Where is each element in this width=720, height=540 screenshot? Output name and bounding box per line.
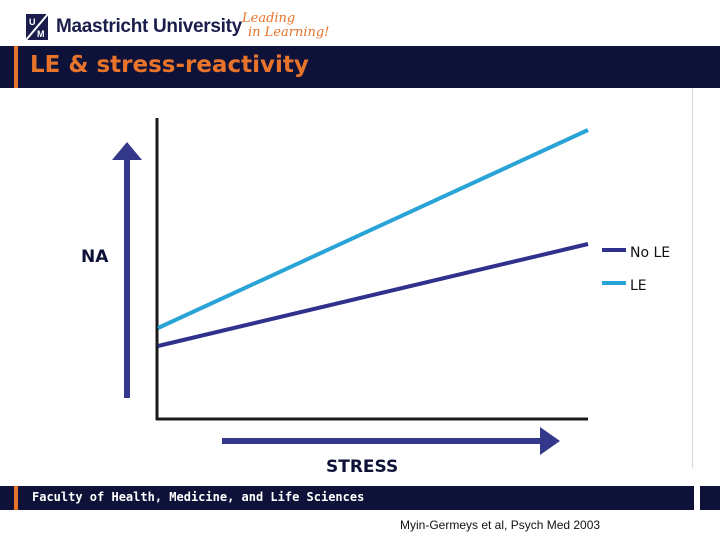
footer-accent	[14, 486, 18, 510]
logo-tagline: Leading in Learning!	[240, 8, 340, 48]
title-bar: LE & stress-reactivity	[0, 46, 720, 88]
university-name: Maastricht University	[56, 16, 242, 37]
citation: Myin-Germeys et al, Psych Med 2003	[400, 518, 601, 532]
um-logo-letter-u: U	[29, 17, 36, 27]
slide-title: LE & stress-reactivity	[30, 52, 309, 78]
series-line-no-le	[157, 242, 589, 348]
x-arrow	[222, 427, 560, 455]
x-arrow-head	[540, 427, 560, 455]
university-logo: U M Maastricht University Leading in Lea…	[25, 12, 329, 42]
um-logo-icon: U M	[25, 13, 49, 41]
y-axis-label: NA	[81, 247, 109, 267]
title-accent	[14, 46, 18, 88]
legend-label-le: LE	[630, 278, 647, 294]
um-logo-letter-m: M	[37, 29, 45, 39]
faculty-name: Faculty of Health, Medicine, and Life Sc…	[32, 490, 365, 504]
y-arrow	[112, 142, 142, 398]
right-divider	[692, 88, 693, 468]
legend-label-no-le: No LE	[630, 245, 670, 261]
footer-tail	[700, 486, 720, 510]
x-axis-label: STRESS	[326, 457, 398, 477]
footer-bar: Faculty of Health, Medicine, and Life Sc…	[0, 486, 720, 510]
logo-tagline-line2: in Learning!	[248, 25, 330, 40]
legend: No LE LE	[602, 245, 670, 294]
logo-tagline-line1: Leading	[242, 11, 296, 26]
series-line-le	[157, 128, 589, 330]
y-arrow-head	[112, 142, 142, 160]
